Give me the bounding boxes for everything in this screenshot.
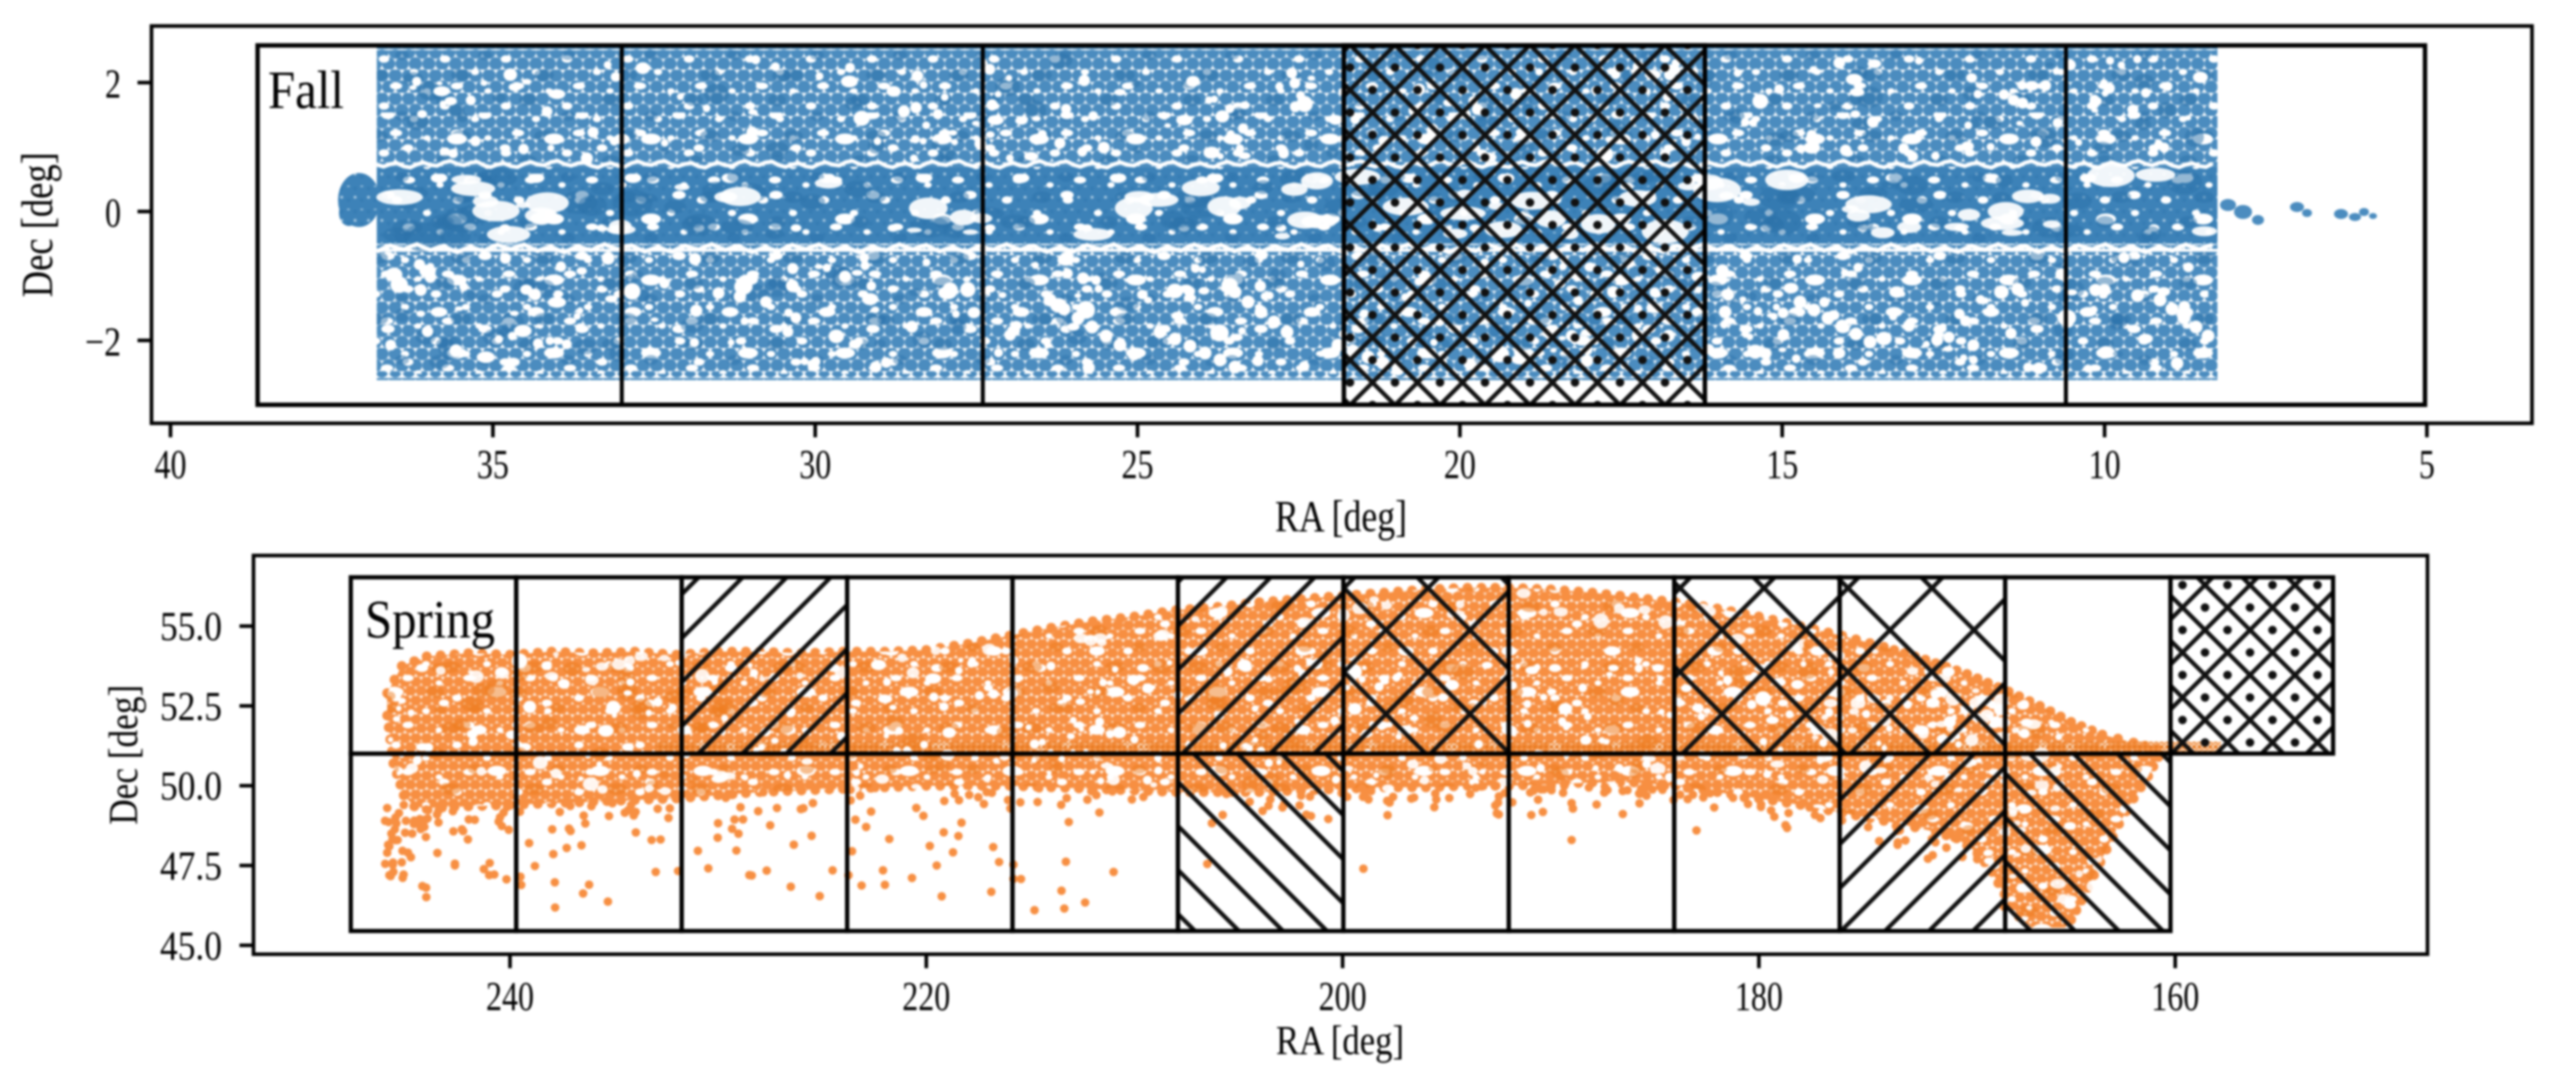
svg-text:200: 200 <box>1319 973 1367 1019</box>
svg-text:20: 20 <box>1444 441 1476 487</box>
svg-text:RA [deg]: RA [deg] <box>1276 1017 1404 1063</box>
svg-text:Fall: Fall <box>268 60 344 120</box>
svg-text:5: 5 <box>2419 441 2435 487</box>
svg-text:45.0: 45.0 <box>160 922 222 968</box>
svg-text:220: 220 <box>902 973 950 1019</box>
svg-text:RA [deg]: RA [deg] <box>1275 492 1407 541</box>
svg-text:35: 35 <box>477 441 509 487</box>
svg-text:0: 0 <box>105 190 121 236</box>
svg-text:2: 2 <box>105 61 121 107</box>
svg-text:55.0: 55.0 <box>160 603 222 649</box>
svg-text:50.0: 50.0 <box>160 763 222 809</box>
svg-text:160: 160 <box>2151 973 2199 1019</box>
svg-text:180: 180 <box>1735 973 1783 1019</box>
svg-text:Dec [deg]: Dec [deg] <box>100 685 146 825</box>
svg-text:240: 240 <box>486 973 534 1019</box>
svg-text:25: 25 <box>1122 441 1154 487</box>
svg-text:47.5: 47.5 <box>160 843 222 889</box>
svg-text:Dec [deg]: Dec [deg] <box>13 152 62 297</box>
svg-text:15: 15 <box>1766 441 1798 487</box>
svg-text:30: 30 <box>799 441 831 487</box>
svg-text:Spring: Spring <box>365 590 495 650</box>
svg-text:40: 40 <box>155 441 187 487</box>
svg-text:52.5: 52.5 <box>160 683 222 729</box>
svg-text:−2: −2 <box>85 318 121 364</box>
svg-text:10: 10 <box>2089 441 2121 487</box>
